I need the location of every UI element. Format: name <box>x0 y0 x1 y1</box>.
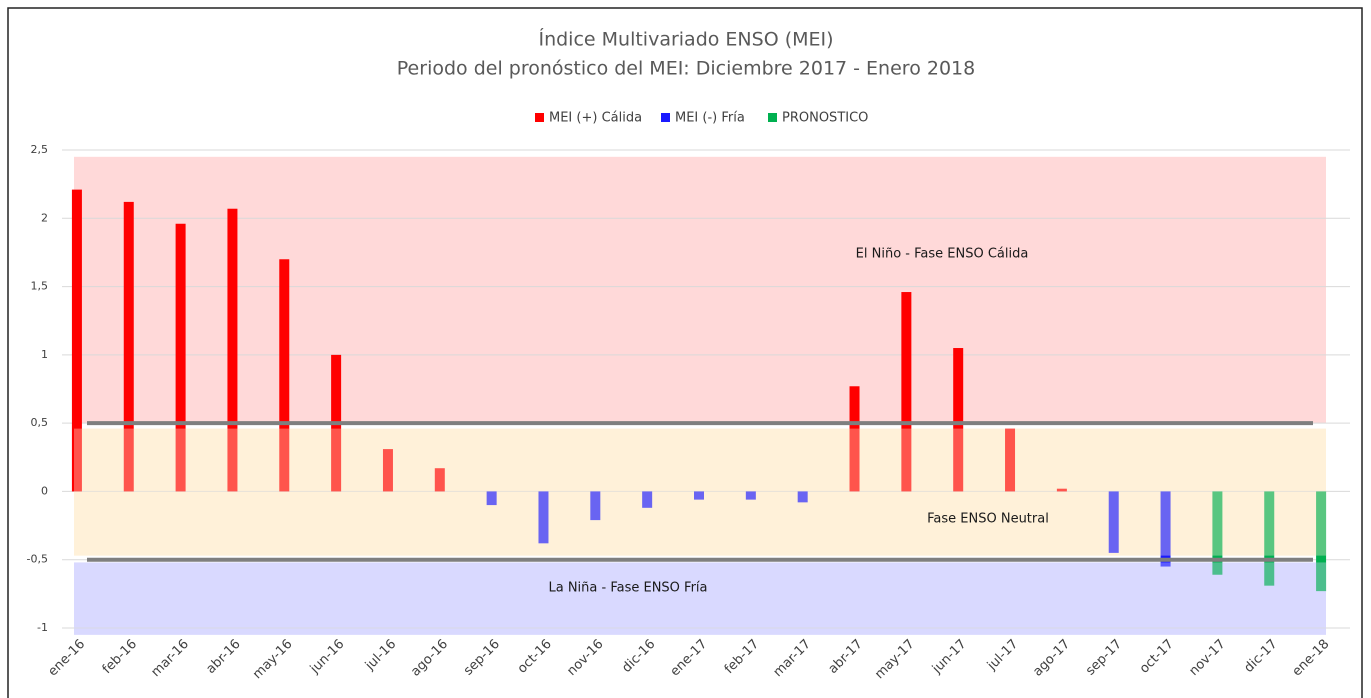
bar <box>901 292 912 492</box>
bar <box>1212 491 1223 575</box>
bar <box>797 491 808 503</box>
y-tick-label: 2,5 <box>31 143 49 156</box>
bar <box>745 491 756 500</box>
bar <box>642 491 653 508</box>
y-tick-label: 2 <box>41 211 48 224</box>
bar <box>849 386 860 492</box>
bar <box>953 348 964 492</box>
bar <box>71 189 82 492</box>
bar <box>538 491 549 544</box>
y-tick-label: 1,5 <box>31 280 49 293</box>
chart-subtitle: Periodo del pronóstico del MEI: Diciembr… <box>397 58 975 80</box>
bar <box>486 491 497 506</box>
bar <box>1056 488 1067 492</box>
legend-swatch <box>768 113 777 122</box>
bar <box>1316 491 1327 592</box>
bar <box>694 491 704 500</box>
bar <box>123 201 134 492</box>
region-overlay <box>74 428 1326 556</box>
y-tick-label: -1 <box>37 621 48 634</box>
legend-swatch <box>661 113 670 122</box>
bar <box>175 223 186 492</box>
y-tick-label: 1 <box>41 348 48 361</box>
bar <box>590 491 601 521</box>
region-label: Fase ENSO Neutral <box>927 512 1049 527</box>
region-overlay <box>74 562 1326 635</box>
y-tick-label: -0,5 <box>27 553 48 566</box>
region-band <box>74 156 1326 424</box>
legend-label: MEI (-) Fría <box>675 111 745 126</box>
y-tick-label: 0 <box>41 484 48 497</box>
legend-swatch <box>535 113 544 122</box>
bar <box>1264 491 1275 586</box>
bar <box>227 208 238 492</box>
bar <box>279 259 290 492</box>
legend-label: PRONOSTICO <box>782 111 868 126</box>
bar <box>1108 491 1119 553</box>
bar <box>1005 428 1016 492</box>
region-label: La Niña - Fase ENSO Fría <box>548 581 707 596</box>
region-band <box>74 562 1326 635</box>
chart-title: Índice Multivariado ENSO (MEI) <box>538 28 833 51</box>
bar <box>382 449 393 492</box>
bar <box>434 468 445 492</box>
bar <box>1160 491 1171 567</box>
y-tick-label: 0,5 <box>31 416 49 429</box>
region-label: El Niño - Fase ENSO Cálida <box>856 247 1029 262</box>
legend-label: MEI (+) Cálida <box>549 111 642 126</box>
